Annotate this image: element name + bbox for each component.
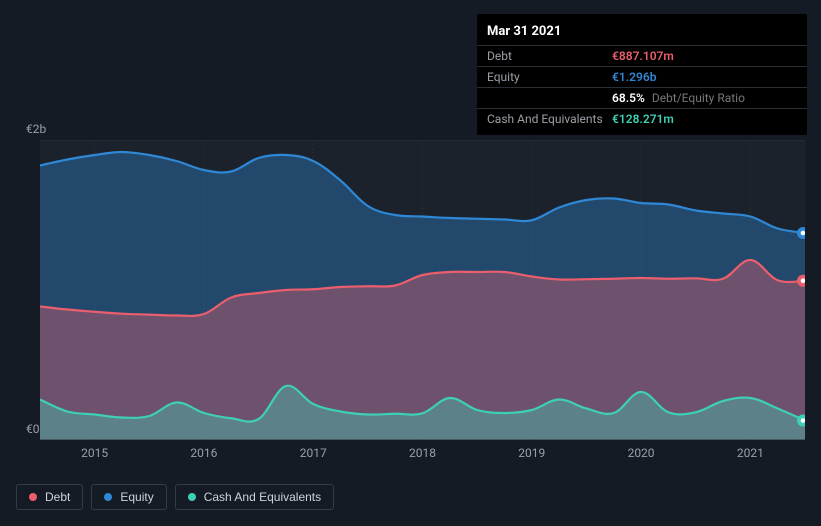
legend-item-cash[interactable]: Cash And Equivalents [175, 484, 334, 510]
tooltip-row-value: €887.107m [612, 49, 674, 63]
x-axis-tick: 2017 [300, 446, 327, 460]
tooltip-row: Cash And Equivalents€128.271m [477, 108, 807, 129]
dot-icon [104, 493, 112, 501]
tooltip-row-value: €1.296b [612, 70, 656, 84]
y-axis-tick-max: €2b [26, 122, 46, 136]
x-axis-tick: 2020 [628, 446, 655, 460]
chart-container: { "tooltip": { "date": "Mar 31 2021", "r… [0, 0, 821, 526]
tooltip-row: Debt€887.107m [477, 45, 807, 66]
tooltip-row-label: Cash And Equivalents [487, 112, 612, 126]
legend-item-equity[interactable]: Equity [91, 484, 166, 510]
x-axis-tick: 2021 [737, 446, 764, 460]
chart-tooltip: Mar 31 2021 Debt€887.107mEquity€1.296b68… [477, 14, 807, 135]
legend-label: Equity [120, 490, 153, 504]
tooltip-row-label: Equity [487, 70, 612, 84]
legend-label: Cash And Equivalents [204, 490, 321, 504]
dot-icon [188, 493, 196, 501]
tooltip-date: Mar 31 2021 [477, 20, 807, 45]
tooltip-row: 68.5% Debt/Equity Ratio [477, 87, 807, 108]
x-axis-tick: 2016 [190, 446, 217, 460]
x-axis-tick: 2018 [409, 446, 436, 460]
tooltip-row-value: 68.5% Debt/Equity Ratio [612, 91, 745, 105]
tooltip-row-value: €128.271m [612, 112, 674, 126]
x-axis-tick: 2019 [518, 446, 545, 460]
legend: Debt Equity Cash And Equivalents [16, 484, 334, 510]
y-axis-tick-min: €0 [26, 422, 40, 436]
area-chart[interactable] [40, 140, 805, 440]
legend-label: Debt [45, 490, 70, 504]
tooltip-row-label: Debt [487, 49, 612, 63]
x-axis-tick: 2015 [81, 446, 108, 460]
legend-item-debt[interactable]: Debt [16, 484, 83, 510]
dot-icon [29, 493, 37, 501]
tooltip-row-note: Debt/Equity Ratio [649, 91, 745, 105]
tooltip-row: Equity€1.296b [477, 66, 807, 87]
